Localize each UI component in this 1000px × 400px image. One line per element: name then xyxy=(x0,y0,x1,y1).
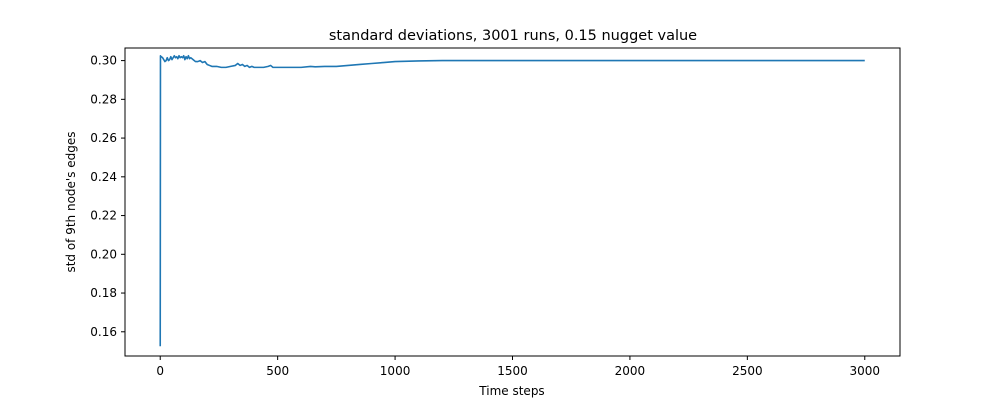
x-axis-label: Time steps xyxy=(478,384,544,398)
x-tick-label: 2500 xyxy=(732,364,763,378)
y-tick-label: 0.20 xyxy=(90,247,117,261)
plot-area xyxy=(159,54,865,347)
x-tick-label: 2000 xyxy=(615,364,646,378)
y-tick-label: 0.28 xyxy=(90,92,117,106)
y-tick-label: 0.24 xyxy=(90,170,117,184)
y-tick-label: 0.30 xyxy=(90,54,117,68)
series-line-0 xyxy=(159,54,865,347)
x-tick-label: 500 xyxy=(266,364,289,378)
y-tick-label: 0.16 xyxy=(90,325,117,339)
y-tick-label: 0.18 xyxy=(90,286,117,300)
x-axis-ticks: 0 500 1000 1500 2000 2500 3000 xyxy=(156,356,880,378)
y-axis-label: std of 9th node's edges xyxy=(64,131,78,272)
x-tick-label: 0 xyxy=(156,364,164,378)
y-tick-label: 0.26 xyxy=(90,131,117,145)
x-tick-label: 1000 xyxy=(380,364,411,378)
plot-frame xyxy=(124,47,901,357)
y-tick-label: 0.22 xyxy=(90,209,117,223)
y-axis-ticks: 0.16 0.18 0.20 0.22 0.24 0.26 0.28 0.30 xyxy=(90,54,125,339)
x-tick-label: 1500 xyxy=(497,364,528,378)
x-tick-label: 3000 xyxy=(849,364,880,378)
chart-title: standard deviations, 3001 runs, 0.15 nug… xyxy=(329,28,697,44)
